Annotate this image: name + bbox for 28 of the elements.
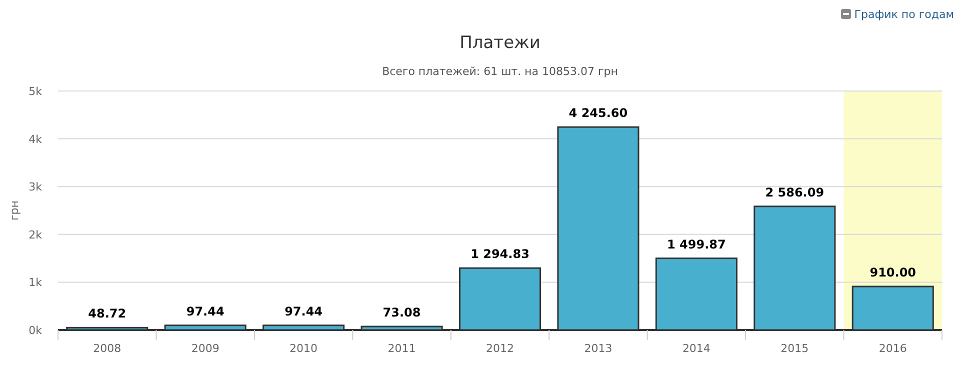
data-label: 2 586.09 [765,185,824,200]
data-label: 910.00 [870,266,916,280]
data-label: 97.44 [186,304,224,318]
chart-title: Платежи [460,33,540,53]
data-label: 4 245.60 [568,106,628,120]
x-tick-label: 2009 [191,342,220,355]
chart-subtitle: Всего платежей: 61 шт. на 10853.07 грн [382,65,618,78]
data-label: 1 499.87 [667,237,726,252]
x-tick-label: 2016 [878,342,907,355]
x-tick-label: 2012 [486,342,514,355]
x-tick-label: 2010 [290,342,318,355]
data-label: 48.72 [88,306,126,321]
y-tick-label: 3k [28,180,43,194]
x-tick-label: 2008 [93,342,122,355]
text: График по годам [854,8,954,21]
y-tick-label: 1k [28,276,43,290]
data-label: 97.44 [284,304,323,318]
x-tick-label: 2015 [780,342,809,355]
x-tick-label: 2014 [682,342,710,355]
y-axis-title: грн [8,200,21,220]
y-tick-label: 4k [28,132,43,146]
y-tick-label: 0k [28,324,43,337]
x-tick-label: 2013 [584,342,612,355]
y-tick-label: 5k [28,85,43,98]
x-tick-label: 2011 [388,342,416,355]
data-label: 73.08 [382,306,421,320]
y-tick-label: 2k [28,228,43,242]
data-label: 1 294.83 [470,247,530,262]
